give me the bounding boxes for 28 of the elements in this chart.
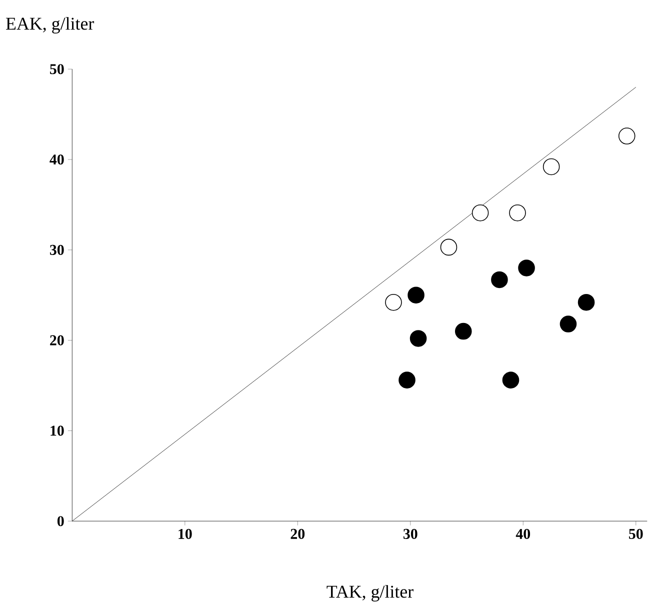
point: [509, 204, 526, 222]
point: [398, 372, 416, 388]
point: [454, 322, 472, 340]
x-tick-label: 20: [290, 528, 305, 539]
point: [618, 128, 636, 144]
y-tick-label: 50: [50, 64, 64, 74]
y-tick-label: 30: [50, 244, 64, 255]
y-tick-label: 40: [50, 154, 64, 165]
point: [408, 286, 424, 304]
point: [385, 294, 402, 311]
point: [472, 204, 489, 222]
y-tick-label: 20: [50, 335, 64, 346]
point: [518, 260, 535, 276]
point: [542, 158, 560, 176]
point: [560, 316, 577, 332]
x-tick-label: 30: [403, 528, 418, 539]
x-tick-label: 50: [629, 528, 643, 539]
point: [440, 238, 458, 256]
x-axis-title: TAK, g/liter: [326, 585, 414, 602]
y-tick-label: 0: [57, 516, 64, 526]
x-tick-label: 40: [516, 528, 530, 539]
point: [491, 271, 508, 288]
x-tick-label: 10: [178, 528, 192, 539]
point: [502, 372, 520, 388]
y-tick-label: 10: [50, 426, 64, 436]
y-axis-title: EAK, g/liter: [6, 17, 94, 34]
point: [578, 294, 595, 311]
point: [410, 330, 427, 347]
